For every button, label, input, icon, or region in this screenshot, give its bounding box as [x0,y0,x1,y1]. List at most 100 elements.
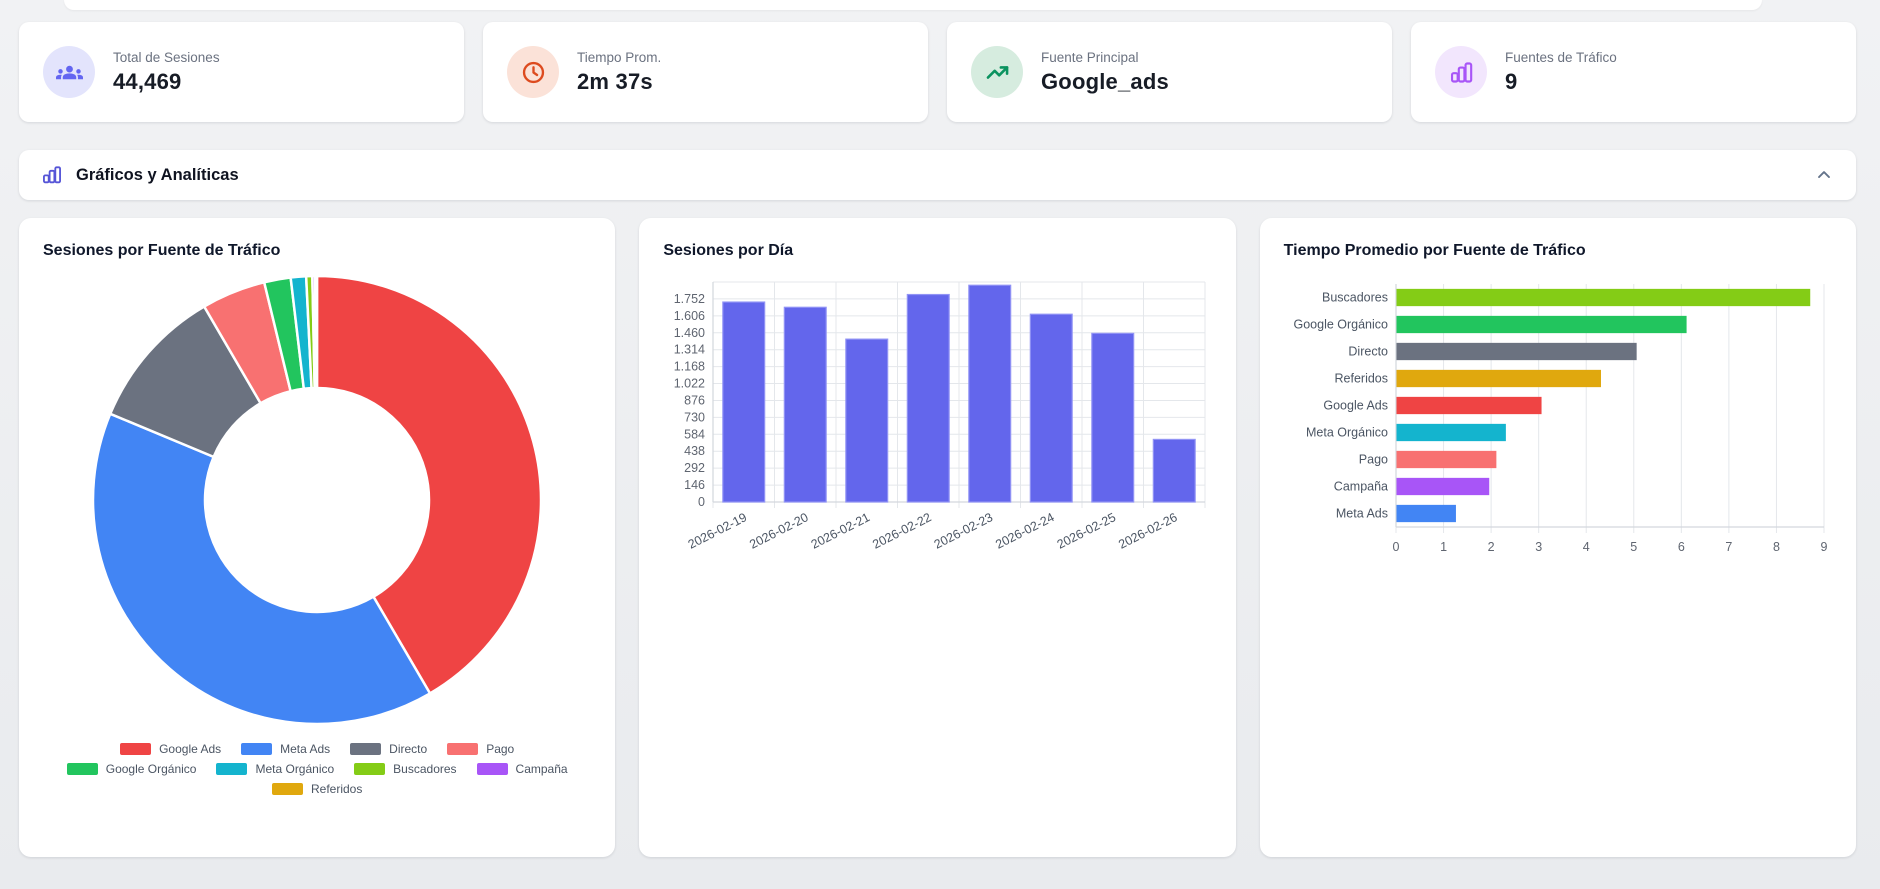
legend-swatch [241,743,273,755]
y-tick-label: 1.168 [674,360,705,374]
stat-card-total-sessions: Total de Sesiones 44,469 [19,22,464,122]
x-tick-label: 2026-02-26 [1117,510,1180,552]
trending-up-icon [971,46,1023,98]
donut-legend: Google Ads Meta Ads Directo Pago Google Orgá… [43,742,591,796]
legend-item-google-organico[interactable]: Google Orgánico [66,762,197,776]
legend-row: Google Orgánico Meta Orgánico Buscadores Ca… [66,762,568,776]
donut-chart [43,274,591,726]
legend-swatch [476,763,508,775]
bar-2026-02-23[interactable] [968,284,1012,503]
hbar-pago[interactable] [1396,450,1497,469]
legend-item-meta-organico[interactable]: Meta Orgánico [216,762,334,776]
legend-item-referidos[interactable]: Referidos [271,782,363,796]
stat-value: 2m 37s [577,68,653,94]
bar-2026-02-20[interactable] [784,306,828,503]
legend-item-directo[interactable]: Directo [350,742,427,756]
x-tick-label: 4 [1582,540,1589,554]
legend-item-pago[interactable]: Pago [447,742,514,756]
clock-icon [507,46,559,98]
legend-label: Referidos [310,782,363,796]
avg-time-svg: 0 1 2 3 4 5 6 7 8 9 Buscadores Google Orgánico Direc… [1293,284,1827,554]
x-tick-label: 2 [1487,540,1494,554]
legend-row: Referidos [271,782,363,796]
stat-card-avg-time: Tiempo Prom. 2m 37s [483,22,928,122]
donut-slice-meta-ads[interactable] [91,412,432,726]
chart-title: Sesiones por Fuente de Tráfico [43,242,281,259]
bar-2026-02-24[interactable] [1030,313,1074,503]
hbar-meta-ads[interactable] [1396,504,1456,523]
legend-item-buscadores[interactable]: Buscadores [354,762,457,776]
legend-swatch [66,763,98,775]
stat-value: 44,469 [113,68,182,94]
legend-label: Directo [389,742,428,756]
x-tick-label: 2026-02-25 [1055,510,1118,552]
legend-label: Google Ads [159,742,222,756]
x-tick-label: 2026-02-22 [871,510,934,552]
stat-value: Google_ads [1041,68,1169,94]
y-tick-label: 1.314 [674,343,705,357]
y-category-label: Google Ads [1323,399,1388,413]
y-tick-label: 584 [684,427,705,441]
avg-time-chart: 0 1 2 3 4 5 6 7 8 9 Buscadores Google Orgánico Direc… [1284,274,1832,579]
legend-swatch [354,763,386,775]
hbar-directo[interactable] [1396,342,1637,361]
chart-title: Sesiones por Día [663,242,794,259]
stat-label: Fuentes de Tráfico [1505,49,1617,65]
chevron-up-icon[interactable] [1814,165,1834,185]
bar-2026-02-25[interactable] [1091,332,1135,503]
y-tick-label: 292 [684,461,705,475]
section-header-graficos[interactable]: Gráficos y Analíticas [19,150,1856,200]
y-category-label: Directo [1348,345,1388,359]
x-tick-label: 2026-02-24 [994,510,1057,552]
hbar-google-ads[interactable] [1396,396,1542,415]
x-tick-label: 6 [1678,540,1685,554]
donut-slice-google-ads[interactable] [315,274,543,695]
donut-svg [91,274,543,726]
y-category-label: Meta Ads [1336,507,1388,521]
legend-swatch [271,783,303,795]
bar-chart-icon [1435,46,1487,98]
chart-column-icon [41,164,63,186]
y-tick-label: 438 [684,444,705,458]
bar-2026-02-26[interactable] [1153,438,1197,503]
x-tick-label: 7 [1725,540,1732,554]
y-tick-label: 1.460 [674,326,705,340]
stat-label: Total de Sesiones [113,49,220,65]
x-tick-label: 3 [1535,540,1542,554]
stat-label: Tiempo Prom. [577,49,662,65]
legend-label: Meta Orgánico [255,762,335,776]
x-tick-label: 0 [1392,540,1399,554]
chart-card-avg-time-by-source: Tiempo Promedio por Fuente de Tráfico 0 1… [1259,218,1856,857]
y-tick-label: 1.022 [674,377,705,391]
daily-sessions-chart: 0 146 292 438 584 730 876 1.022 1.168 1.314 1.460 1… [663,274,1211,584]
y-tick-label: 730 [684,410,705,424]
hbar-meta-organico[interactable] [1396,423,1506,442]
bar-2026-02-21[interactable] [845,338,889,503]
legend-item-google-ads[interactable]: Google Ads [120,742,221,756]
hbar-google-organico[interactable] [1396,315,1687,334]
legend-row: Google Ads Meta Ads Directo Pago [120,742,514,756]
legend-item-meta-ads[interactable]: Meta Ads [241,742,330,756]
y-category-label: Pago [1358,453,1387,467]
legend-swatch [216,763,248,775]
hbar-buscadores[interactable] [1396,288,1810,307]
legend-label: Google Orgánico [105,762,197,776]
legend-label: Campaña [515,762,568,776]
chart-title: Tiempo Promedio por Fuente de Tráfico [1283,242,1586,259]
legend-item-campana[interactable]: Campaña [476,762,568,776]
stat-value: 9 [1505,68,1518,94]
x-tick-label: 1 [1440,540,1447,554]
hbar-referidos[interactable] [1396,369,1601,388]
x-tick-label: 2026-02-20 [748,510,811,552]
x-tick-label: 2026-02-23 [932,510,995,552]
x-tick-label: 5 [1630,540,1637,554]
hbar-campana[interactable] [1396,477,1489,496]
legend-swatch [120,743,152,755]
bar-2026-02-19[interactable] [722,301,766,503]
stat-card-source-count: Fuentes de Tráfico 9 [1411,22,1856,122]
bar-2026-02-22[interactable] [907,293,951,503]
section-title: Gráficos y Analíticas [76,165,239,184]
donut-slice-referidos[interactable] [314,274,319,390]
y-tick-label: 1.606 [674,309,705,323]
